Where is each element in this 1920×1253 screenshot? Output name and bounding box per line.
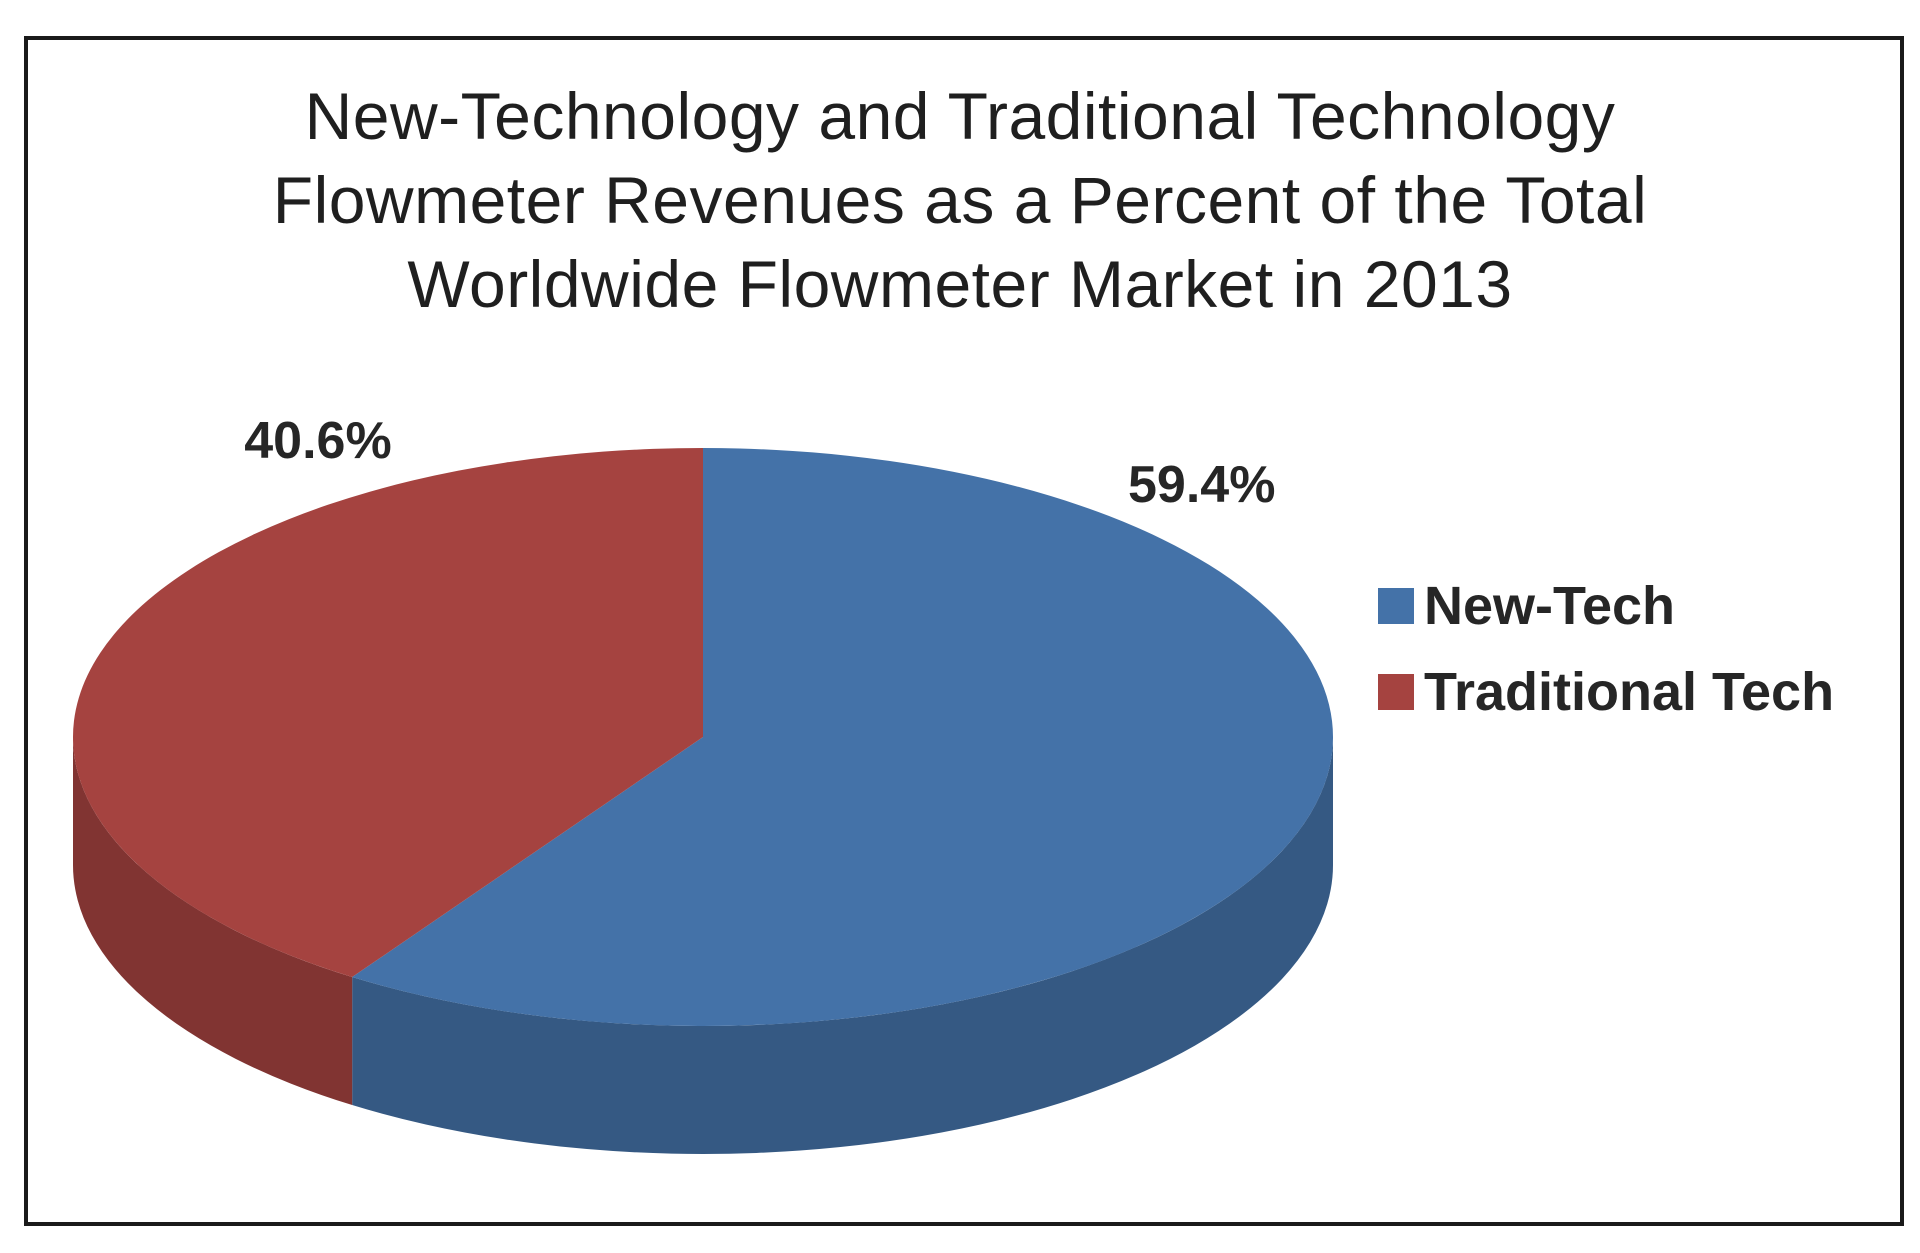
pie-slice-new-tech	[352, 448, 1334, 1026]
data-label-new-tech: 59.4%	[1128, 456, 1275, 514]
legend-label-new-tech: New-Tech	[1424, 576, 1676, 636]
legend-swatch-traditional-tech	[1378, 674, 1414, 710]
chart-title-line-3: Worldwide Flowmeter Market in 2013	[407, 247, 1513, 321]
legend-item-new-tech: New-Tech	[1378, 563, 1834, 649]
legend-swatch-new-tech	[1378, 588, 1414, 624]
pie-slice-traditional-tech	[72, 448, 703, 978]
data-label-traditional-tech: 40.6%	[244, 412, 391, 470]
legend-label-traditional-tech: Traditional Tech	[1424, 662, 1835, 722]
chart-title: New-Technology and Traditional Technolog…	[0, 74, 1920, 326]
pie-side-new-tech	[352, 737, 1334, 1155]
legend: New-Tech Traditional Tech	[1378, 563, 1834, 735]
legend-item-traditional-tech: Traditional Tech	[1378, 649, 1834, 735]
chart-title-line-2: Flowmeter Revenues as a Percent of the T…	[272, 163, 1648, 237]
chart-title-line-1: New-Technology and Traditional Technolog…	[304, 79, 1616, 153]
pie-side-traditional-tech	[72, 737, 353, 1106]
